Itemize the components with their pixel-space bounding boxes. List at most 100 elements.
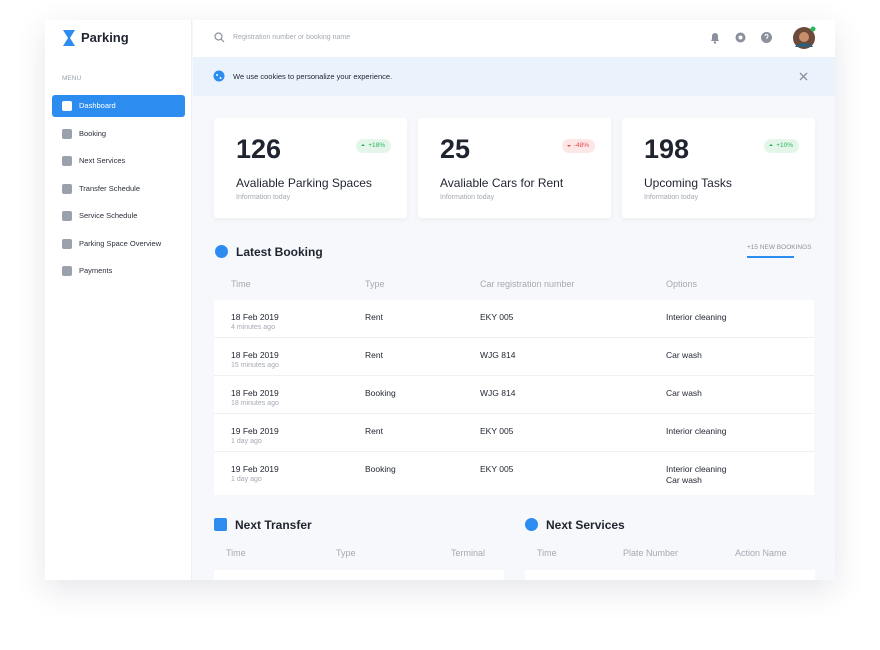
table-row[interactable]: 19 Feb 2019 1 day ago Booking EKY 005 Interi… [214, 452, 814, 490]
booking-date: 19 Feb 2019 [231, 464, 279, 474]
menu-item[interactable]: Parking Space Overview [52, 233, 185, 255]
table-header: Options [666, 279, 698, 289]
table-header: Car registration number [480, 279, 575, 289]
cookie-text: We use cookies to personalize your exper… [233, 72, 393, 81]
menu-item-label: Payments [79, 266, 113, 275]
table-header: Terminal [451, 548, 486, 558]
brand-logo [63, 30, 75, 46]
menu-icon [62, 266, 72, 276]
booking-ago: 18 minutes ago [231, 400, 279, 407]
new-bookings-link[interactable]: +15 NEW BOOKINGS [747, 244, 811, 258]
cookie-banner: We use cookies to personalize your exper… [193, 57, 835, 96]
section-title: Next Services [546, 518, 625, 532]
booking-ago: 1 day ago [231, 476, 262, 483]
menu-item[interactable]: Next Services [52, 150, 185, 172]
stat-sub: Information today [236, 194, 291, 201]
search-icon [214, 32, 225, 43]
booking-type: Booking [365, 464, 396, 474]
booking-ago: 4 minutes ago [231, 324, 275, 331]
table-header: Time [537, 548, 557, 558]
stat-card: 198 +10% Upcoming Tasks Information today [622, 118, 815, 218]
menu-item[interactable]: Service Schedule [52, 205, 185, 227]
notifications-button[interactable] [709, 32, 721, 44]
menu-label: MENU [62, 75, 82, 82]
menu-item[interactable]: Booking [52, 123, 185, 145]
table-header: Plate Number [623, 548, 679, 558]
app-window: Parking MENU Dashboard Booking Next Servic… [45, 20, 835, 580]
help-button[interactable] [760, 31, 773, 44]
booking-option: Interior cleaning [666, 312, 727, 322]
stat-change: +10% [764, 139, 799, 153]
stat-card: 25 -48% Avaliable Cars for Rent Information… [418, 118, 611, 218]
menu-item-label: Next Services [79, 156, 126, 165]
stat-sub: Information today [644, 194, 699, 201]
stat-value: 25 [440, 134, 471, 164]
menu-icon [62, 101, 72, 111]
booking-date: 18 Feb 2019 [231, 312, 279, 322]
table-header: Action Name [735, 548, 787, 558]
booking-type: Booking [365, 388, 396, 398]
brand-name: Parking [81, 30, 129, 45]
close-button[interactable] [799, 72, 808, 81]
booking-option: Car wash [666, 388, 702, 398]
table-header: Type [365, 279, 385, 289]
services-icon [525, 518, 538, 531]
menu-icon [62, 211, 72, 221]
transfer-icon [214, 518, 227, 531]
services-table [525, 570, 815, 580]
menu-item-label: Dashboard [79, 101, 116, 110]
sidebar: Parking MENU Dashboard Booking Next Servic… [45, 20, 192, 580]
menu-icon [62, 156, 72, 166]
registration: EKY 005 [480, 312, 514, 322]
registration: EKY 005 [480, 464, 514, 474]
booking-type: Rent [365, 350, 383, 360]
menu-item[interactable]: Dashboard [52, 95, 185, 117]
booking-ago: 15 minutes ago [231, 362, 279, 369]
booking-ago: 1 day ago [231, 438, 262, 445]
menu-item-label: Booking [79, 128, 107, 138]
stat-card: 126 +18% Avaliable Parking Spaces Informati… [214, 118, 407, 218]
settings-button[interactable] [734, 31, 747, 44]
stat-change: -48% [561, 139, 595, 153]
stat-label: Upcoming Tasks [644, 176, 732, 190]
transfer-table [214, 570, 504, 580]
menu-item[interactable]: Payments [52, 260, 185, 282]
table-row[interactable]: 18 Feb 2019 18 minutes ago Booking WJG 814 C… [214, 376, 814, 414]
table-header: Type [336, 548, 356, 558]
section-title: Next Transfer [235, 518, 312, 532]
user-avatar[interactable] [792, 26, 816, 50]
stat-sub: Information today [440, 194, 495, 201]
booking-option: Car wash [666, 475, 702, 485]
registration: WJG 814 [480, 350, 516, 360]
menu-item-label: Service Schedule [79, 211, 138, 220]
booking-table: 18 Feb 2019 4 minutes ago Rent EKY 005 Inter… [214, 300, 814, 495]
table-header: Time [226, 548, 246, 558]
table-row[interactable]: 18 Feb 2019 15 minutes ago Rent WJG 814 Car … [214, 338, 814, 376]
menu-icon [62, 183, 72, 194]
stat-label: Avaliable Cars for Rent [440, 176, 564, 190]
alarm-icon [215, 245, 228, 258]
booking-date: 18 Feb 2019 [231, 388, 279, 398]
table-header: Time [231, 279, 251, 289]
menu-item[interactable]: Transfer Schedule [52, 178, 185, 200]
registration: EKY 005 [480, 426, 514, 436]
stat-change: +18% [356, 139, 391, 153]
stat-label: Avaliable Parking Spaces [236, 176, 372, 190]
menu-item-label: Transfer Schedule [79, 183, 141, 193]
table-row[interactable]: 19 Feb 2019 1 day ago Rent EKY 005 Interior … [214, 414, 814, 452]
stat-value: 126 [236, 134, 282, 164]
search-input[interactable]: Registration number or booking name [233, 34, 351, 41]
booking-option: Car wash [666, 350, 702, 360]
menu-icon [62, 128, 72, 139]
top-bar: Registration number or booking name [193, 20, 835, 57]
booking-type: Rent [365, 312, 383, 322]
section-title: Latest Booking [236, 245, 323, 259]
menu-icon [62, 238, 72, 249]
booking-type: Rent [365, 426, 383, 436]
table-row[interactable]: 18 Feb 2019 4 minutes ago Rent EKY 005 Inter… [214, 300, 814, 338]
booking-option: Interior cleaning [666, 464, 727, 474]
stat-value: 198 [644, 134, 690, 164]
booking-option: Interior cleaning [666, 426, 727, 436]
cookie-icon [213, 70, 225, 82]
